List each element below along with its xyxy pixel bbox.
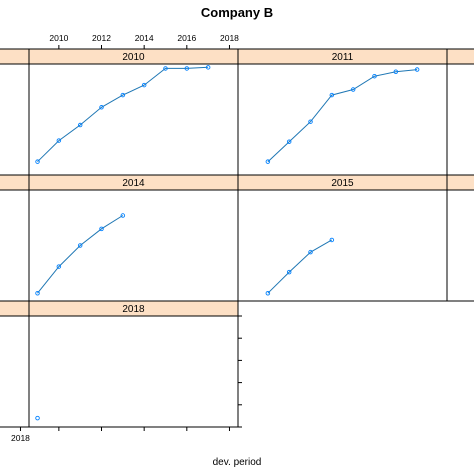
- data-point-2010: [120, 92, 126, 98]
- panel-frame: [237, 189, 448, 302]
- x-axis-top-tick-label: 2014: [135, 33, 154, 43]
- x-axis-bottom-tick-label: 2018: [11, 433, 30, 443]
- x-axis-top-tick-label: 2016: [177, 33, 196, 43]
- series-layer: [35, 65, 420, 421]
- x-axis-top-tick-label: 2012: [92, 33, 111, 43]
- panel-frame: [0, 315, 30, 428]
- data-point-2014: [77, 243, 83, 248]
- data-point-2014: [120, 213, 126, 218]
- panel-frames: [0, 63, 474, 428]
- panel-strip-label: 2010: [122, 52, 145, 63]
- data-point-2014: [35, 290, 40, 296]
- panel-frame: [446, 63, 474, 176]
- panel-strip: [446, 174, 474, 191]
- data-point-2011: [350, 87, 356, 92]
- axes-layer: 2010 2012 2014 2016 2018 2018: [11, 33, 242, 443]
- data-point-2015: [329, 237, 335, 243]
- series-line-2011: [267, 69, 418, 163]
- panel-strip-label: 2015: [331, 178, 354, 189]
- x-axis-label: dev. period: [213, 457, 262, 468]
- data-point-2015: [265, 290, 271, 296]
- data-point-2011: [265, 159, 271, 164]
- data-point-2015: [286, 269, 292, 275]
- data-point-2010: [205, 65, 211, 70]
- panel-strip: [0, 48, 30, 65]
- chart-title: Company B: [201, 5, 273, 20]
- data-point-2010: [35, 159, 40, 164]
- data-point-2010: [163, 66, 168, 71]
- panel-strip-label: 2011: [332, 52, 354, 63]
- panel-frame: [28, 189, 239, 302]
- panel-frame: [28, 63, 239, 176]
- data-point-2018: [35, 415, 40, 421]
- series-line-2014: [37, 215, 124, 294]
- data-point-2011: [286, 139, 292, 144]
- panel-strips: 2010 2011 2014 2015 2018: [0, 48, 474, 317]
- data-point-2010: [77, 122, 83, 128]
- data-point-2014: [99, 226, 104, 232]
- data-point-2010: [56, 138, 62, 143]
- data-point-2011: [329, 92, 335, 98]
- panel-frame: [0, 189, 30, 302]
- data-point-2015: [308, 249, 313, 255]
- panel-frame: [237, 63, 448, 176]
- series-line-2015: [267, 239, 333, 294]
- panel-strip: [446, 48, 474, 65]
- data-point-2011: [308, 119, 313, 124]
- panel-strip: [0, 174, 30, 191]
- data-point-2010: [141, 82, 147, 88]
- panel-frame: [446, 189, 474, 302]
- series-line-2010: [37, 66, 209, 163]
- data-point-2011: [393, 69, 399, 75]
- data-point-2011: [372, 73, 377, 79]
- x-axis-top-tick-label: 2018: [220, 33, 239, 43]
- data-point-2010: [184, 66, 190, 71]
- panel-strip: [0, 300, 30, 317]
- panel-strip-label: 2014: [122, 178, 145, 189]
- data-point-2011: [414, 67, 420, 72]
- panel-strip-label: 2018: [122, 304, 145, 315]
- panel-strip: [28, 300, 239, 317]
- x-axis-top-tick-label: 2010: [49, 33, 68, 43]
- data-point-2014: [56, 264, 62, 269]
- data-point-2010: [99, 105, 104, 110]
- panel-frame: [0, 63, 30, 176]
- panel-frame: [28, 315, 239, 428]
